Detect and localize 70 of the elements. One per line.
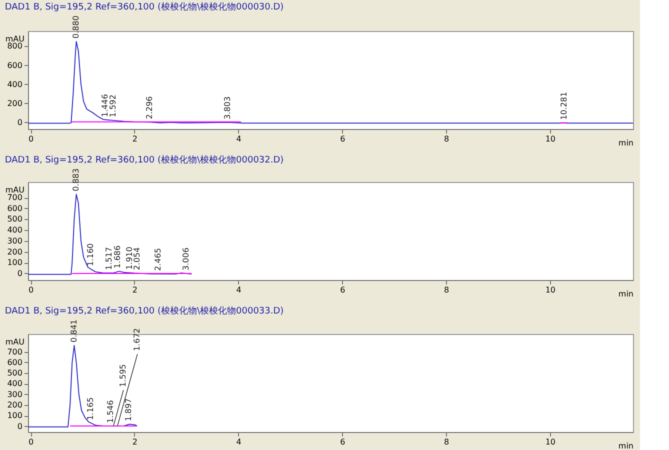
- y-tick-label: 0: [17, 422, 22, 431]
- y-tick-label: 400: [7, 379, 22, 388]
- annotation: 2.054: [132, 247, 142, 270]
- annotation: 10.281: [560, 92, 569, 120]
- x-tick-label: 2: [132, 134, 138, 144]
- x-tick-label: 0: [28, 134, 34, 144]
- annotation: 2.296: [144, 96, 154, 120]
- annotation: 1.165: [86, 397, 96, 420]
- y-tick-label: 300: [7, 390, 22, 399]
- y-tick-label: 300: [7, 236, 22, 246]
- x-tick-label: 0: [28, 438, 34, 446]
- annotation: 1.592: [108, 94, 118, 118]
- chart-title: DAD1 B, Sig=195,2 Ref=360,100 (梭梭化物\梭梭化物000030.D): [4, 2, 284, 13]
- annotation: 1.546: [106, 400, 115, 424]
- y-tick-label: 600: [7, 204, 22, 213]
- x-axis-title: min: [618, 138, 634, 148]
- y-tick-label: 100: [7, 258, 22, 268]
- annotation: 0.883: [71, 168, 80, 192]
- x-tick-label: 8: [444, 286, 450, 294]
- y-tick-label: 700: [7, 347, 22, 356]
- annotation: 3.006: [182, 248, 191, 270]
- y-tick-label: 600: [7, 60, 22, 70]
- y-axis-title: mAU: [5, 338, 25, 346]
- y-tick-label: 700: [7, 193, 22, 202]
- annotation: 1.910: [124, 246, 134, 270]
- x-tick-label: 2: [132, 438, 138, 446]
- annotation: 1.160: [86, 243, 95, 266]
- chart-title: DAD1 B, Sig=195,2 Ref=360,100 (梭梭化物\梭梭化物000032.D): [4, 154, 284, 166]
- x-axis-title: min: [618, 290, 634, 298]
- x-tick-label: 10: [545, 134, 556, 144]
- line-series: [28, 40, 633, 124]
- x-tick-label: 10: [545, 438, 556, 446]
- x-tick-label: 8: [444, 134, 450, 144]
- y-tick-label: 0: [17, 268, 22, 278]
- x-axis-title: min: [618, 442, 634, 450]
- y-tick-label: 200: [7, 247, 22, 256]
- annotation: 1.446: [100, 94, 110, 117]
- y-tick-label: 200: [7, 400, 22, 410]
- annotation: 1.686: [113, 245, 122, 268]
- annotation: 1.517: [104, 247, 114, 270]
- x-tick-label: 10: [545, 286, 556, 294]
- x-tick-label: 0: [28, 286, 34, 294]
- annotation: 1.595: [118, 364, 128, 388]
- annotation: 1.672: [132, 328, 142, 352]
- y-tick-label: 800: [7, 42, 22, 51]
- y-tick-label: 600: [7, 358, 22, 367]
- annotation: 0.841: [69, 319, 78, 342]
- y-tick-label: 100: [7, 411, 22, 420]
- x-tick-label: 4: [236, 438, 242, 446]
- annotation: 0.880: [71, 16, 80, 38]
- y-tick-label: 400: [7, 226, 22, 235]
- x-tick-label: 6: [340, 286, 346, 294]
- x-tick-label: 6: [340, 438, 346, 446]
- x-tick-label: 6: [340, 134, 346, 144]
- x-tick-label: 4: [236, 286, 242, 294]
- y-axis-title: mAU: [5, 186, 25, 194]
- annotation: 3.803: [223, 96, 232, 120]
- y-tick-label: 0: [17, 118, 22, 127]
- y-tick-label: 500: [7, 368, 22, 378]
- x-tick-label: 4: [236, 134, 242, 144]
- y-tick-label: 200: [7, 98, 22, 108]
- y-tick-label: 500: [7, 214, 22, 224]
- x-tick-label: 8: [444, 438, 450, 446]
- y-tick-label: 400: [7, 80, 22, 89]
- line-series: [28, 194, 192, 275]
- chart-title: DAD1 B, Sig=195,2 Ref=360,100 (梭梭化物\梭梭化物000033.D): [4, 305, 284, 316]
- x-tick-label: 2: [132, 286, 138, 294]
- annotation: 1.897: [124, 398, 134, 422]
- y-axis-title: mAU: [5, 34, 25, 44]
- annotation: 2.465: [154, 248, 163, 271]
